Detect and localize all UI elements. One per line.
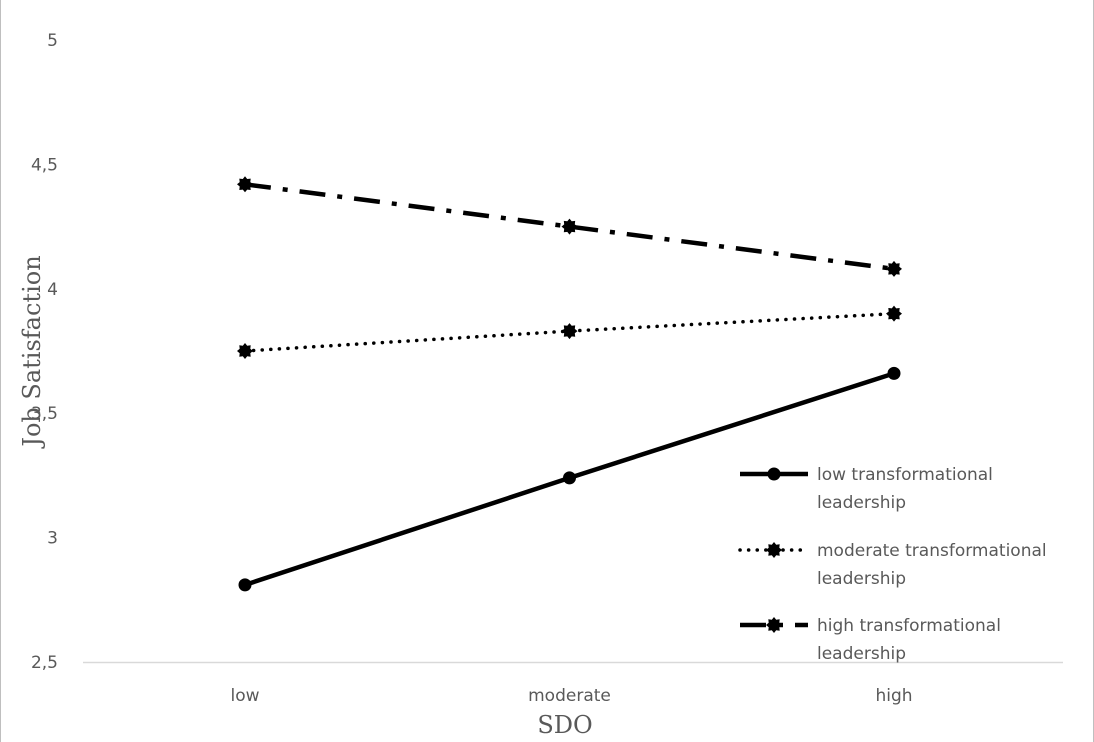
x-tick-label: high [875, 686, 912, 706]
series-2 [237, 176, 902, 277]
y-tick-label: 4,5 [31, 155, 58, 175]
data-point [238, 578, 252, 592]
legend-label: moderate transformational [817, 541, 1047, 561]
series-layer [237, 176, 902, 592]
legend-label: low transformational [817, 465, 993, 485]
data-point [887, 366, 901, 380]
x-axis: low moderate high [83, 661, 1063, 706]
legend-entry: low transformational leadership [740, 465, 993, 513]
x-tick-label: low [230, 686, 259, 706]
data-point [563, 471, 576, 485]
series-1 [237, 305, 902, 359]
legend-swatch-marker [766, 542, 782, 558]
x-axis-title: SDO [537, 711, 592, 739]
legend-label: high transformational [817, 616, 1001, 636]
data-point [561, 323, 578, 340]
legend-label: leadership [817, 493, 906, 513]
data-point [561, 218, 578, 235]
y-tick-label: 3 [47, 529, 58, 549]
legend-swatch-marker [767, 467, 781, 481]
legend-swatch-marker [766, 617, 782, 633]
legend-entry: high transformational leadership [740, 616, 1001, 664]
y-tick-label: 4 [47, 280, 58, 300]
data-point [237, 343, 253, 359]
y-axis-ticks: 2,5 3 3,5 4 4,5 5 [31, 31, 58, 673]
data-point [237, 176, 253, 193]
data-point [886, 305, 902, 322]
y-tick-label: 3,5 [31, 404, 58, 424]
y-tick-label: 5 [47, 31, 58, 51]
x-tick-label: moderate [528, 686, 611, 706]
legend-label: leadership [817, 569, 906, 589]
y-tick-label: 2,5 [31, 653, 58, 673]
series-0 [238, 366, 901, 592]
legend-label: leadership [817, 644, 906, 664]
y-axis-title: Job Satisfaction [18, 255, 46, 449]
legend-entry: moderate transformational leadership [738, 541, 1047, 589]
data-point [886, 260, 902, 277]
